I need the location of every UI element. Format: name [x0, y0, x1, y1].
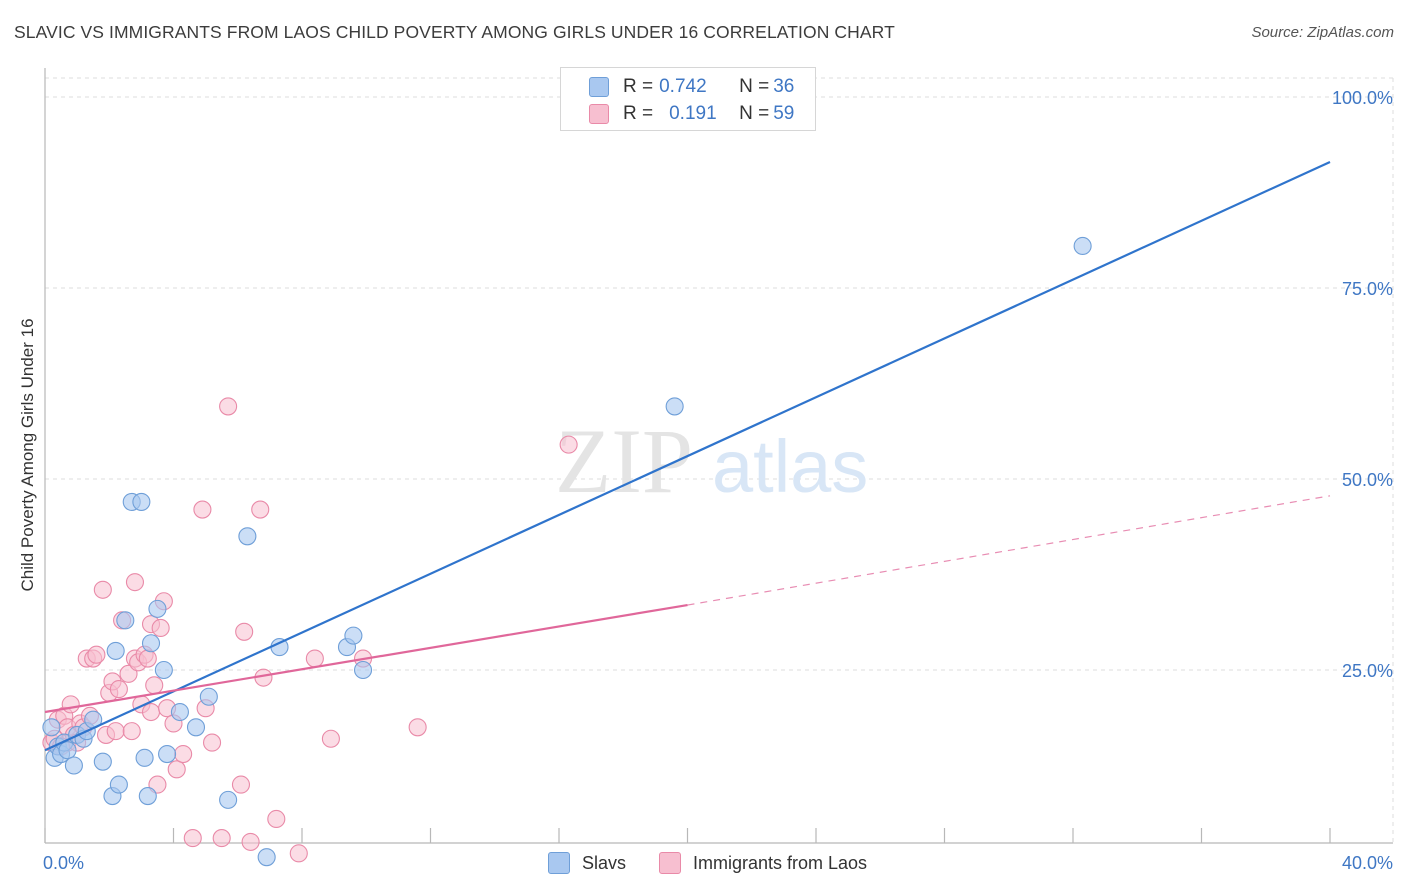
- stats-row-laos: R = 0.191 N = 59: [589, 101, 794, 127]
- axes: [44, 68, 1393, 844]
- slavs-point: [1073, 236, 1092, 256]
- n-value: 36: [773, 76, 795, 97]
- r-label: R =: [623, 103, 654, 124]
- laos-point: [251, 500, 270, 519]
- stats-row-slavs: R = 0.742 N = 36: [589, 74, 794, 100]
- slavs-point: [93, 752, 112, 771]
- chart-title: SLAVIC VS IMMIGRANTS FROM LAOS CHILD POV…: [14, 22, 895, 42]
- slavs-point: [257, 848, 276, 867]
- slavs-trend-line: [44, 160, 1331, 752]
- slavs-point: [116, 611, 135, 630]
- y-tick-label: 100.0%: [1332, 88, 1393, 108]
- y-tick-label: 75.0%: [1342, 279, 1393, 299]
- slavs-point: [219, 790, 238, 809]
- laos-point: [109, 680, 128, 699]
- tick-labels: 25.0% 50.0% 75.0% 100.0% 0.0% 40.0%: [43, 88, 1393, 873]
- x-tick-label: 40.0%: [1342, 853, 1393, 873]
- laos-point: [193, 500, 212, 519]
- laos-point: [559, 435, 578, 454]
- stats-legend: R = 0.742 N = 36 R = 0.191 N = 59: [560, 67, 816, 131]
- laos-point: [174, 744, 193, 764]
- slavs-point: [186, 718, 206, 737]
- r-value: 0.742: [659, 76, 707, 97]
- slavs-point: [132, 492, 151, 511]
- laos-point: [212, 829, 231, 848]
- laos-point: [61, 695, 80, 714]
- r-label: R =: [623, 76, 654, 97]
- slavs-point: [138, 787, 157, 806]
- slavs-point: [106, 641, 125, 660]
- slavs-swatch: [548, 852, 570, 874]
- laos-point: [235, 622, 254, 641]
- slavs-point: [170, 702, 189, 722]
- laos-point: [93, 580, 112, 599]
- laos-point: [203, 733, 222, 752]
- slavs-point: [344, 626, 363, 645]
- laos-point: [219, 397, 238, 416]
- laos-point: [231, 775, 251, 794]
- legend-label: Immigrants from Laos: [693, 852, 868, 873]
- n-value: 59: [773, 103, 795, 124]
- laos-point: [141, 702, 161, 722]
- laos-point: [321, 729, 340, 748]
- n-label: N =: [739, 103, 770, 124]
- slavs-swatch: [589, 77, 609, 97]
- laos-point: [289, 844, 308, 863]
- laos-point: [305, 649, 324, 668]
- laos-point: [125, 573, 144, 592]
- r-value: 0.191: [669, 103, 717, 124]
- slavs-points: [42, 236, 1092, 867]
- laos-point: [241, 832, 260, 851]
- slavs-point: [238, 527, 257, 546]
- n-label: N =: [739, 76, 770, 97]
- slavs-point: [158, 744, 177, 764]
- slavs-point: [135, 748, 154, 767]
- slavs-point: [665, 397, 684, 416]
- laos-point: [267, 809, 286, 829]
- legend-item-slavs[interactable]: Slavs: [548, 852, 626, 874]
- watermark-atlas: atlas: [712, 425, 868, 508]
- legend-label: Slavs: [582, 852, 627, 873]
- laos-trend-line: [44, 603, 688, 714]
- laos-point: [106, 722, 125, 741]
- slavs-point: [58, 741, 77, 760]
- slavs-point: [199, 687, 218, 706]
- y-tick-label: 50.0%: [1342, 470, 1393, 490]
- x-tick-label: 0.0%: [43, 853, 84, 873]
- laos-swatch: [659, 852, 681, 874]
- laos-swatch: [589, 104, 609, 124]
- watermark: ZIP atlas: [555, 410, 868, 512]
- source-label: Source: ZipAtlas.com: [1251, 24, 1394, 41]
- slavs-point: [42, 718, 61, 737]
- y-tick-label: 25.0%: [1342, 661, 1393, 681]
- laos-point: [408, 718, 427, 737]
- laos-point: [122, 722, 141, 741]
- laos-trend-extension: [687, 495, 1331, 606]
- watermark-zip: ZIP: [555, 410, 693, 512]
- laos-point: [167, 760, 186, 779]
- laos-point: [138, 649, 157, 668]
- slavs-point: [64, 756, 83, 775]
- legend-item-laos[interactable]: Immigrants from Laos: [659, 852, 867, 874]
- laos-point: [151, 618, 170, 638]
- slavs-point: [109, 775, 128, 794]
- slavs-point: [353, 660, 373, 680]
- laos-point: [183, 829, 202, 848]
- laos-point: [145, 676, 164, 695]
- slavs-point: [154, 660, 173, 680]
- series-legend: Slavs Immigrants from Laos: [0, 848, 1406, 878]
- slavs-point: [148, 599, 167, 618]
- laos-point: [87, 645, 106, 664]
- trend-lines: [44, 160, 1331, 752]
- slavs-point: [141, 634, 161, 653]
